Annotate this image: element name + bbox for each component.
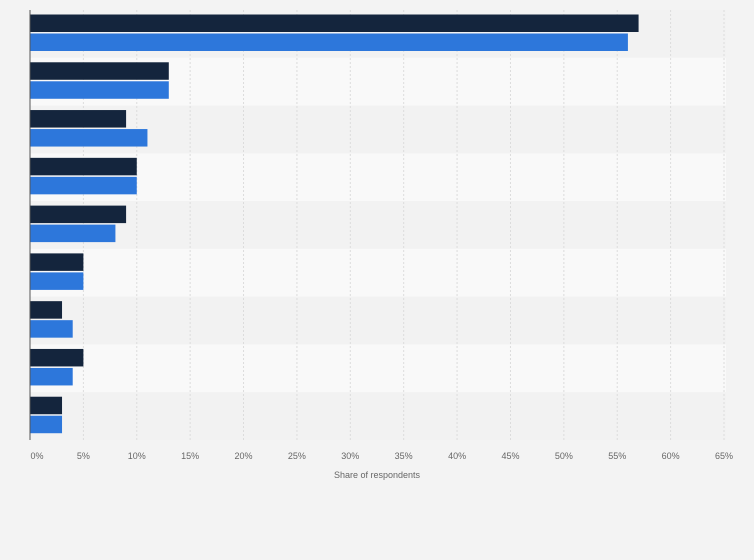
x-axis-title: Share of respondents <box>334 470 421 480</box>
x-tick-label: 15% <box>181 451 199 461</box>
bar-series-2 <box>30 224 116 243</box>
bar-series-1 <box>30 205 127 224</box>
bar-series-2 <box>30 81 169 99</box>
bar-series-1 <box>30 14 639 32</box>
bar-series-1 <box>30 62 169 80</box>
bar-series-1 <box>30 348 84 367</box>
x-tick-label: 0% <box>30 451 43 461</box>
x-tick-label: 25% <box>288 451 306 461</box>
bar-series-2 <box>30 33 628 51</box>
row-band <box>30 153 726 202</box>
x-tick-label: 20% <box>235 451 253 461</box>
bar-series-2 <box>30 272 84 290</box>
bar-series-2 <box>30 129 148 147</box>
x-tick-label: 30% <box>341 451 359 461</box>
x-tick-label: 5% <box>77 451 90 461</box>
bar-series-2 <box>30 176 137 195</box>
x-tick-label: 40% <box>448 451 466 461</box>
x-tick-label: 65% <box>715 451 733 461</box>
bar-series-1 <box>30 253 84 271</box>
x-tick-label: 45% <box>501 451 519 461</box>
bar-series-1 <box>30 110 127 128</box>
bar-series-1 <box>30 396 63 415</box>
bar-series-2 <box>30 415 63 434</box>
bar-series-2 <box>30 367 73 386</box>
row-band <box>30 392 726 440</box>
row-band <box>30 344 726 393</box>
x-tick-label: 60% <box>662 451 680 461</box>
x-tick-label: 10% <box>128 451 146 461</box>
x-tick-label: 55% <box>608 451 626 461</box>
x-tick-label: 50% <box>555 451 573 461</box>
bar-series-1 <box>30 301 63 319</box>
row-band <box>30 248 726 297</box>
x-tick-label: 35% <box>395 451 413 461</box>
bar-series-1 <box>30 157 137 176</box>
row-band <box>30 296 726 345</box>
row-band <box>30 201 726 249</box>
bar-series-2 <box>30 320 73 338</box>
